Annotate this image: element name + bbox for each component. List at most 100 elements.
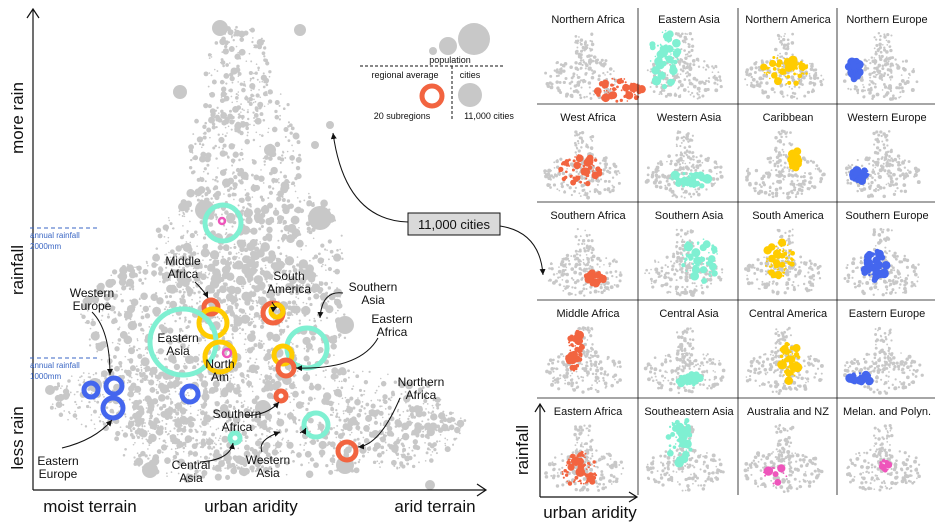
city-point <box>127 358 130 361</box>
city-point <box>257 101 264 108</box>
city-point <box>210 117 212 120</box>
city-point <box>244 332 247 335</box>
city-point <box>194 118 199 124</box>
city-point <box>238 251 240 254</box>
city-point <box>91 295 100 304</box>
city-point <box>368 423 371 426</box>
panel-city-point <box>791 87 794 90</box>
city-point <box>145 438 148 441</box>
city-point <box>287 282 295 290</box>
panel-city-point <box>883 85 888 89</box>
city-point <box>204 180 207 183</box>
city-point <box>162 349 165 352</box>
city-point <box>289 278 292 281</box>
city-point <box>164 295 169 299</box>
city-point <box>233 153 237 158</box>
city-point <box>387 413 390 416</box>
panel-city-point <box>714 88 719 93</box>
city-point <box>257 296 267 306</box>
city-point <box>216 187 219 190</box>
city-point <box>129 416 133 421</box>
city-point <box>249 357 252 360</box>
city-point <box>200 403 206 409</box>
city-point <box>272 289 276 293</box>
city-point <box>266 348 272 354</box>
city-point <box>163 322 166 325</box>
city-point <box>145 260 148 263</box>
city-point <box>208 57 211 60</box>
city-point <box>273 275 276 277</box>
region-label-line: Western <box>246 453 290 467</box>
city-point <box>287 121 290 124</box>
city-point <box>224 168 228 171</box>
panel-city-point <box>889 65 892 68</box>
city-point <box>262 157 265 160</box>
city-point <box>156 253 158 256</box>
city-point <box>281 154 284 157</box>
city-point <box>219 469 222 472</box>
city-point <box>235 400 239 404</box>
city-point <box>217 112 220 114</box>
city-point <box>181 278 190 288</box>
city-point <box>172 419 175 422</box>
panel-city-point <box>779 52 781 55</box>
city-point <box>260 37 263 40</box>
city-point <box>444 437 447 440</box>
city-point <box>113 311 117 314</box>
panel-city-point <box>819 79 823 84</box>
city-point <box>259 96 262 99</box>
city-point <box>254 207 262 215</box>
panel-region-point <box>657 71 666 80</box>
city-point <box>385 431 387 434</box>
city-point <box>245 95 248 98</box>
city-point <box>110 367 113 370</box>
city-point <box>235 167 241 173</box>
panel-city-point <box>697 65 701 68</box>
city-point <box>262 466 270 474</box>
city-point <box>62 388 70 395</box>
city-point <box>308 420 310 423</box>
panel-city-point <box>618 172 621 174</box>
city-point <box>163 261 166 264</box>
city-point <box>271 278 273 281</box>
city-point <box>102 422 107 426</box>
city-point <box>294 374 297 377</box>
city-point <box>147 264 149 267</box>
city-point <box>115 430 121 437</box>
city-point <box>211 274 219 282</box>
city-point <box>309 457 315 462</box>
city-point <box>266 392 274 399</box>
city-point <box>184 435 193 443</box>
city-point <box>151 270 158 277</box>
city-point <box>327 300 330 303</box>
panel-region-point <box>574 156 576 158</box>
city-point <box>159 397 163 400</box>
city-point <box>226 155 229 158</box>
city-point <box>255 93 260 98</box>
panel-city-point <box>715 172 718 175</box>
city-point <box>144 277 147 280</box>
panel-city-point <box>659 187 662 189</box>
city-point <box>139 379 144 384</box>
city-point <box>251 93 254 96</box>
panel-region-point <box>768 72 770 74</box>
panel-city-point <box>577 149 581 153</box>
panel-city-point <box>675 195 679 199</box>
city-point <box>156 404 159 407</box>
city-point <box>180 244 185 249</box>
city-point <box>128 423 130 426</box>
city-point <box>253 98 255 101</box>
panel-city-point <box>604 59 608 63</box>
panel-city-point <box>688 161 691 164</box>
city-point <box>198 300 201 303</box>
city-point <box>418 423 421 427</box>
city-point <box>253 285 261 293</box>
panel-city-point <box>675 136 680 140</box>
panel-region-point <box>781 65 783 68</box>
city-point <box>168 306 171 309</box>
city-point <box>213 116 216 119</box>
city-point <box>358 408 363 413</box>
city-point <box>251 196 254 198</box>
city-point <box>192 437 195 440</box>
city-point <box>140 364 142 367</box>
